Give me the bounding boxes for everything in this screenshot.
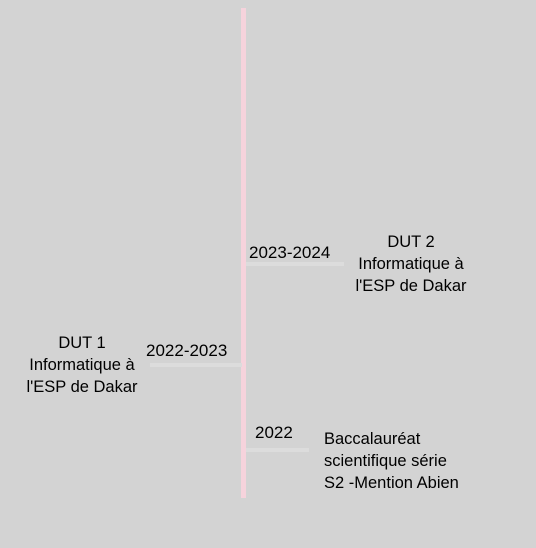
event-description: DUT 1 Informatique à l'ESP de Dakar [15, 332, 149, 398]
event-line: l'ESP de Dakar [346, 275, 476, 297]
event-year-2022-2023: 2022-2023 [146, 341, 227, 361]
event-line: S2 -Mention Abien [324, 472, 459, 494]
event-line: scientifique série [324, 450, 459, 472]
event-description: Baccalauréat scientifique série S2 -Ment… [324, 428, 459, 494]
event-title: DUT 1 [15, 332, 149, 354]
event-title: DUT 2 [346, 231, 476, 253]
event-year-2023-2024: 2023-2024 [249, 243, 330, 263]
event-line: l'ESP de Dakar [15, 376, 149, 398]
timeline-line [241, 8, 246, 498]
event-title: Baccalauréat [324, 428, 459, 450]
event-connector [246, 448, 309, 452]
event-description: DUT 2 Informatique à l'ESP de Dakar [346, 231, 476, 297]
event-connector [246, 262, 344, 266]
event-line: Informatique à [15, 354, 149, 376]
event-connector [150, 363, 242, 367]
event-year-2022: 2022 [255, 423, 293, 443]
event-line: Informatique à [346, 253, 476, 275]
